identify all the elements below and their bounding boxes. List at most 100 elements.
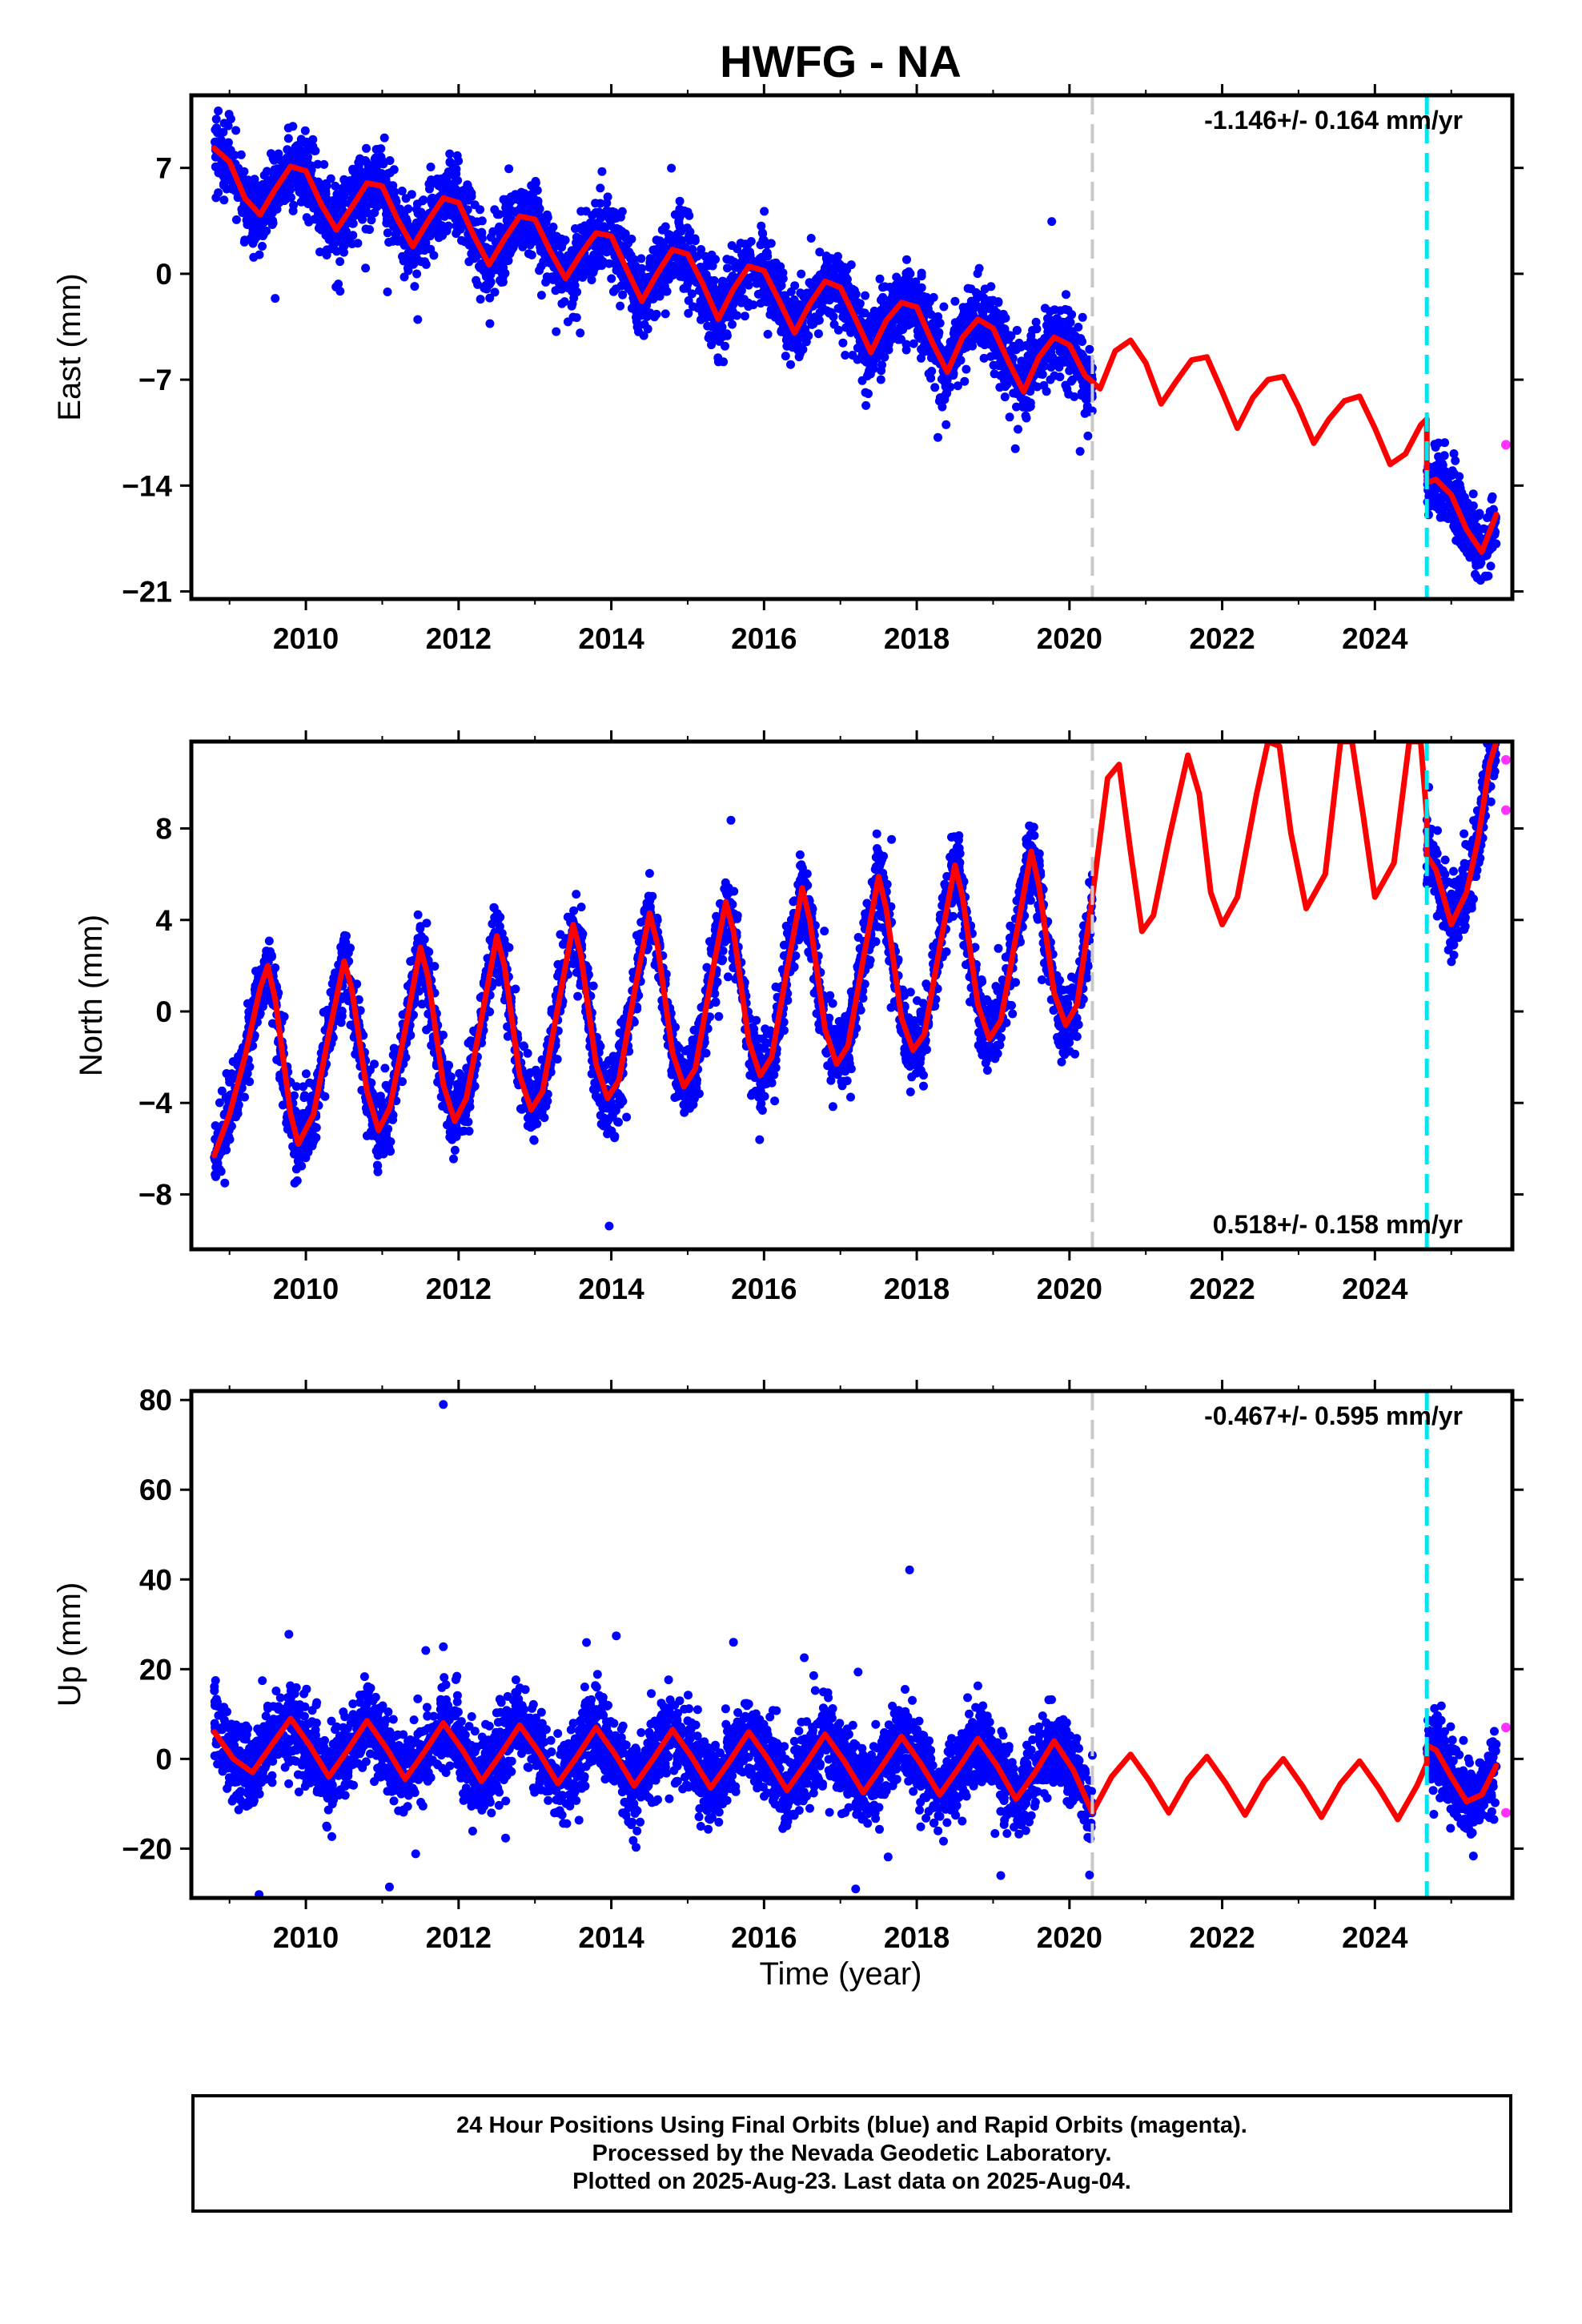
final-orbit-points xyxy=(210,742,1501,1231)
data-point xyxy=(331,232,340,242)
data-point xyxy=(330,239,339,248)
data-point xyxy=(1047,217,1057,227)
data-point xyxy=(636,254,646,263)
data-point xyxy=(271,294,280,304)
data-point xyxy=(911,277,921,287)
data-point xyxy=(618,290,628,300)
data-point xyxy=(485,319,495,328)
data-point xyxy=(723,972,733,982)
data-point xyxy=(1463,512,1472,521)
data-point xyxy=(966,338,975,348)
data-point xyxy=(533,202,543,211)
data-point xyxy=(245,1077,255,1087)
data-point xyxy=(516,188,526,197)
data-point xyxy=(1010,444,1020,453)
data-point xyxy=(258,242,267,251)
data-point xyxy=(741,251,750,261)
data-point xyxy=(469,218,479,227)
data-point xyxy=(536,243,545,252)
data-point xyxy=(655,292,665,301)
final-orbit-points xyxy=(211,107,1501,585)
data-point xyxy=(464,257,474,267)
data-point xyxy=(472,251,482,260)
data-point xyxy=(1000,392,1010,402)
data-point xyxy=(1021,411,1030,420)
data-point xyxy=(697,245,706,254)
data-point xyxy=(634,304,644,313)
data-point xyxy=(1072,336,1082,345)
data-point xyxy=(1006,345,1015,355)
plot-area xyxy=(211,107,1511,585)
data-point xyxy=(256,229,266,238)
data-point xyxy=(726,255,736,265)
data-point xyxy=(602,247,612,257)
data-point xyxy=(231,126,241,135)
data-point xyxy=(1439,451,1449,460)
data-point xyxy=(412,254,422,263)
y-tick-label: −14 xyxy=(122,469,172,502)
data-point xyxy=(999,376,1009,385)
data-point xyxy=(864,353,873,363)
data-point xyxy=(797,269,806,279)
data-point xyxy=(213,128,223,138)
data-point xyxy=(688,275,697,285)
data-point xyxy=(488,227,498,236)
data-point xyxy=(464,195,473,205)
x-tick-label: 2010 xyxy=(273,622,339,655)
data-point xyxy=(330,205,339,215)
data-point xyxy=(243,217,253,227)
data-point xyxy=(841,323,851,332)
x-tick-label: 2016 xyxy=(731,1273,797,1305)
data-point xyxy=(580,221,589,231)
y-tick-label: 8 xyxy=(155,813,172,846)
data-point xyxy=(1453,534,1463,544)
y-tick-label: −21 xyxy=(122,576,172,609)
data-point xyxy=(1445,471,1455,480)
data-point xyxy=(303,199,313,208)
data-point xyxy=(846,260,856,270)
data-point xyxy=(1083,431,1093,440)
data-point xyxy=(1087,406,1097,416)
data-point xyxy=(869,364,878,373)
data-point xyxy=(597,167,607,176)
data-point xyxy=(397,187,407,195)
data-point xyxy=(353,239,363,248)
data-point xyxy=(998,975,1007,985)
data-point xyxy=(326,174,335,183)
data-point xyxy=(616,270,625,279)
data-point xyxy=(917,271,926,281)
data-point xyxy=(728,320,737,329)
data-point xyxy=(555,251,564,260)
data-point xyxy=(604,207,613,216)
data-point xyxy=(319,159,329,169)
data-point xyxy=(1033,344,1042,352)
data-point xyxy=(958,303,968,312)
data-point xyxy=(617,207,627,216)
data-point xyxy=(644,869,654,879)
data-point xyxy=(371,169,380,179)
data-point xyxy=(786,360,795,369)
data-point xyxy=(560,297,569,307)
data-point xyxy=(219,195,229,205)
data-point xyxy=(591,199,600,208)
data-point xyxy=(934,432,942,442)
data-point xyxy=(990,369,999,379)
data-point xyxy=(507,235,516,245)
data-point xyxy=(673,254,683,263)
data-point xyxy=(917,353,926,363)
data-point xyxy=(899,304,909,314)
data-point xyxy=(1085,344,1094,354)
data-point xyxy=(861,291,870,300)
data-point xyxy=(219,139,228,148)
data-point xyxy=(794,341,804,350)
data-point xyxy=(973,269,982,279)
data-point xyxy=(528,236,537,246)
data-point xyxy=(576,207,586,216)
data-point xyxy=(383,228,392,238)
data-point xyxy=(1427,488,1436,497)
data-point xyxy=(949,371,958,380)
data-point xyxy=(878,292,888,302)
data-point xyxy=(384,238,394,247)
data-point xyxy=(248,228,258,238)
data-point xyxy=(1468,489,1478,499)
